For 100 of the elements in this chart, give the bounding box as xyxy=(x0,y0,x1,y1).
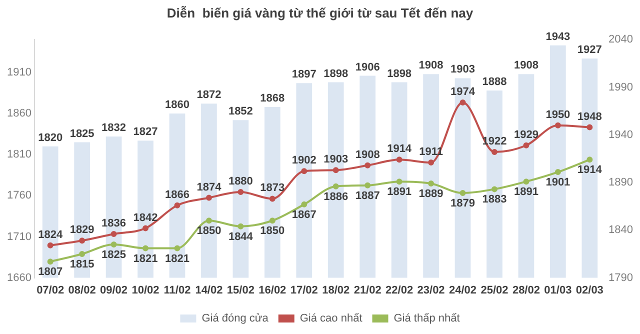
point xyxy=(460,190,466,196)
y-tick-label: 1710 xyxy=(6,230,32,243)
data-label: 1844 xyxy=(228,230,254,243)
x-tick-label: 10/02 xyxy=(132,284,160,296)
data-label: 1948 xyxy=(577,110,602,123)
y2-tick-label: 1790 xyxy=(608,272,634,284)
x-tick-label: 22/02 xyxy=(386,284,414,296)
point xyxy=(206,194,212,201)
data-label: 1832 xyxy=(102,122,126,134)
point xyxy=(79,250,86,257)
data-label: 1866 xyxy=(164,188,190,201)
x-tick-label: 08/02 xyxy=(68,284,96,296)
point xyxy=(174,245,180,252)
x-tick-label: 11/02 xyxy=(164,284,191,296)
data-label: 1908 xyxy=(355,148,380,161)
point xyxy=(460,99,466,106)
x-tick-label: 23/02 xyxy=(417,284,445,296)
data-label: 1850 xyxy=(196,225,222,238)
data-label: 1898 xyxy=(324,68,348,80)
data-label: 1842 xyxy=(133,212,158,224)
point xyxy=(491,149,498,156)
data-label: 1825 xyxy=(70,128,94,140)
point xyxy=(523,142,530,148)
point xyxy=(174,202,180,208)
point xyxy=(238,223,244,230)
data-label: 1850 xyxy=(260,225,285,238)
data-label: 1889 xyxy=(418,188,444,200)
data-label: 1898 xyxy=(387,68,412,80)
x-tick-label: 14/02 xyxy=(195,284,223,296)
data-label: 1880 xyxy=(228,176,253,188)
data-label: 1929 xyxy=(514,128,538,141)
x-tick-label: 09/02 xyxy=(100,284,128,296)
y2-tick-label: 1990 xyxy=(608,81,634,94)
data-label: 1974 xyxy=(450,86,476,98)
data-label: 1867 xyxy=(292,208,316,221)
point xyxy=(586,156,593,163)
legend-label: Giá đóng cửa xyxy=(202,312,270,325)
y-tick-label: 1810 xyxy=(6,148,32,161)
x-tick-label: 21/02 xyxy=(354,284,382,296)
point xyxy=(206,218,212,224)
data-label: 1824 xyxy=(38,228,64,241)
data-label: 1836 xyxy=(102,218,126,230)
point xyxy=(586,124,593,130)
y2-tick-label: 1940 xyxy=(608,128,634,141)
data-label: 1879 xyxy=(450,198,476,210)
point xyxy=(428,160,434,166)
point xyxy=(554,122,561,128)
point xyxy=(238,189,244,196)
data-label: 1825 xyxy=(102,248,126,261)
data-label: 1815 xyxy=(70,258,94,271)
legend-label: Giá cao nhất xyxy=(300,312,362,325)
point xyxy=(332,167,339,174)
data-label: 1873 xyxy=(260,182,285,194)
point xyxy=(491,186,498,192)
data-label: 1852 xyxy=(228,106,253,118)
data-label: 1914 xyxy=(387,143,412,156)
data-label: 1821 xyxy=(133,252,158,265)
data-label: 1902 xyxy=(292,154,316,167)
legend-label: Giá thấp nhất xyxy=(394,312,460,325)
y-tick-label: 1910 xyxy=(6,66,32,78)
data-label: 1950 xyxy=(546,108,570,121)
chart-title: Diễn biến giá vàng từ thế giới từ sau Tết đến nay xyxy=(166,5,474,20)
point xyxy=(79,238,86,244)
x-tick-label: 17/02 xyxy=(290,284,318,296)
data-label: 1901 xyxy=(546,176,570,189)
point xyxy=(396,178,402,185)
x-tick-label: 18/02 xyxy=(322,284,350,296)
x-tick-label: 24/02 xyxy=(449,284,477,296)
data-label: 1807 xyxy=(38,266,63,278)
y2-tick-label: 1840 xyxy=(608,224,634,236)
data-label: 1821 xyxy=(164,252,190,265)
x-tick-label: 16/02 xyxy=(258,284,286,296)
data-label: 1829 xyxy=(70,224,94,236)
data-label: 1908 xyxy=(418,60,444,72)
data-label: 1908 xyxy=(514,60,538,72)
data-label: 1906 xyxy=(355,61,380,74)
point xyxy=(142,245,149,252)
data-label: 1943 xyxy=(546,30,570,43)
point xyxy=(428,180,434,186)
point xyxy=(396,156,402,163)
data-label: 1860 xyxy=(164,99,190,112)
data-label: 1888 xyxy=(482,76,507,88)
x-tick-label: 15/02 xyxy=(226,284,254,296)
data-label: 1883 xyxy=(482,194,507,206)
data-label: 1927 xyxy=(577,44,602,56)
x-tick-label: 07/02 xyxy=(36,284,64,296)
point xyxy=(47,242,54,248)
data-label: 1872 xyxy=(196,89,222,102)
data-label: 1887 xyxy=(355,190,380,202)
point xyxy=(301,201,308,208)
point xyxy=(364,182,371,188)
data-label: 1820 xyxy=(38,132,63,144)
y-tick-label: 1860 xyxy=(6,108,32,120)
point xyxy=(554,169,561,176)
data-label: 1897 xyxy=(292,68,316,81)
data-label: 1914 xyxy=(577,164,603,176)
point xyxy=(364,162,371,168)
y-tick-label: 1760 xyxy=(6,190,32,202)
data-label: 1886 xyxy=(324,190,348,203)
point xyxy=(110,241,117,248)
